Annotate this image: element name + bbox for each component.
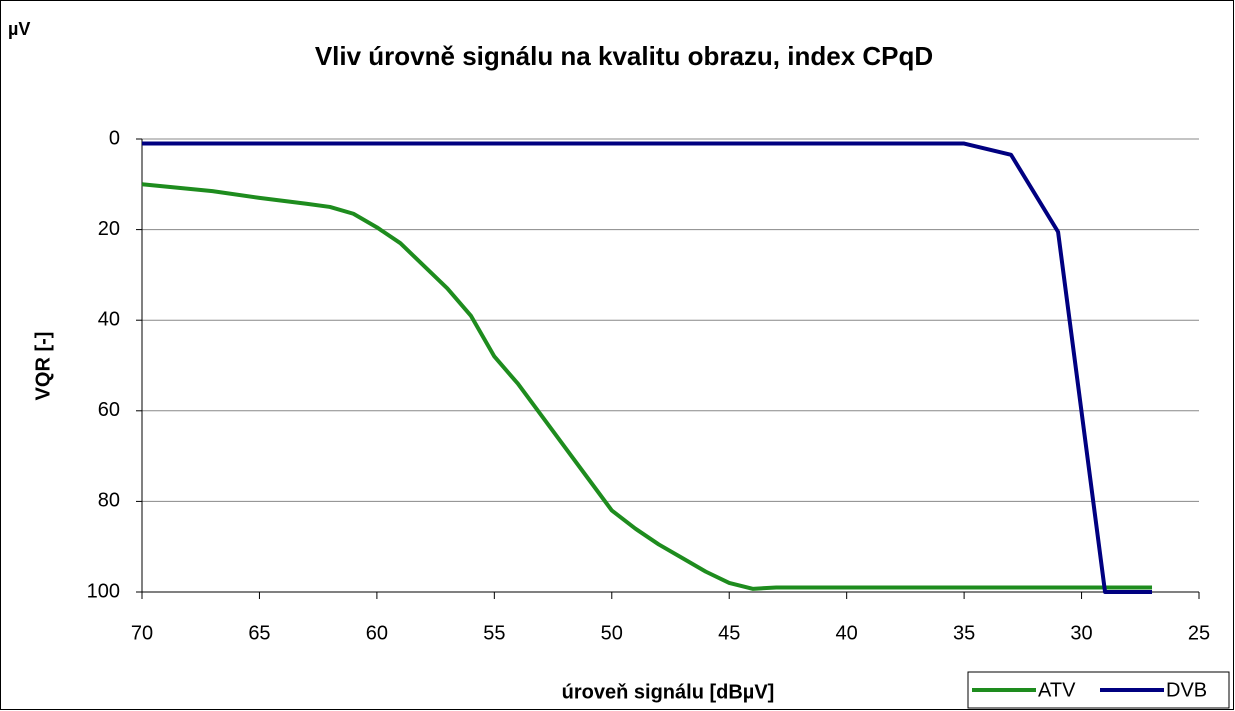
y-tick-label: 80 xyxy=(98,490,120,512)
x-tick-label: 25 xyxy=(1188,622,1210,644)
x-tick-label: 70 xyxy=(131,622,153,644)
x-tick-label: 30 xyxy=(1070,622,1092,644)
y-tick-label: 40 xyxy=(98,308,120,330)
y-tick-label: 20 xyxy=(98,218,120,240)
chart-title: Vliv úrovně signálu na kvalitu obrazu, i… xyxy=(315,41,933,71)
y-tick-label: 60 xyxy=(98,399,120,421)
x-axis-title: úroveň signálu [dBµV] xyxy=(562,681,775,703)
x-tick-label: 40 xyxy=(836,622,858,644)
x-tick-label: 60 xyxy=(366,622,388,644)
y-tick-label: 0 xyxy=(109,127,120,149)
x-tick-label: 35 xyxy=(953,622,975,644)
corner-label: µV xyxy=(8,19,30,39)
x-tick-label: 55 xyxy=(483,622,505,644)
x-tick-label: 45 xyxy=(718,622,740,644)
series-line xyxy=(141,182,1153,591)
y-axis-title: VQR [-] xyxy=(32,332,54,401)
x-tick-label: 50 xyxy=(601,622,623,644)
legend-label: ATV xyxy=(1038,679,1076,701)
y-tick-label: 100 xyxy=(87,580,120,602)
x-tick-label: 65 xyxy=(248,622,270,644)
series-line xyxy=(142,141,1153,594)
legend-label: DVB xyxy=(1166,679,1207,701)
